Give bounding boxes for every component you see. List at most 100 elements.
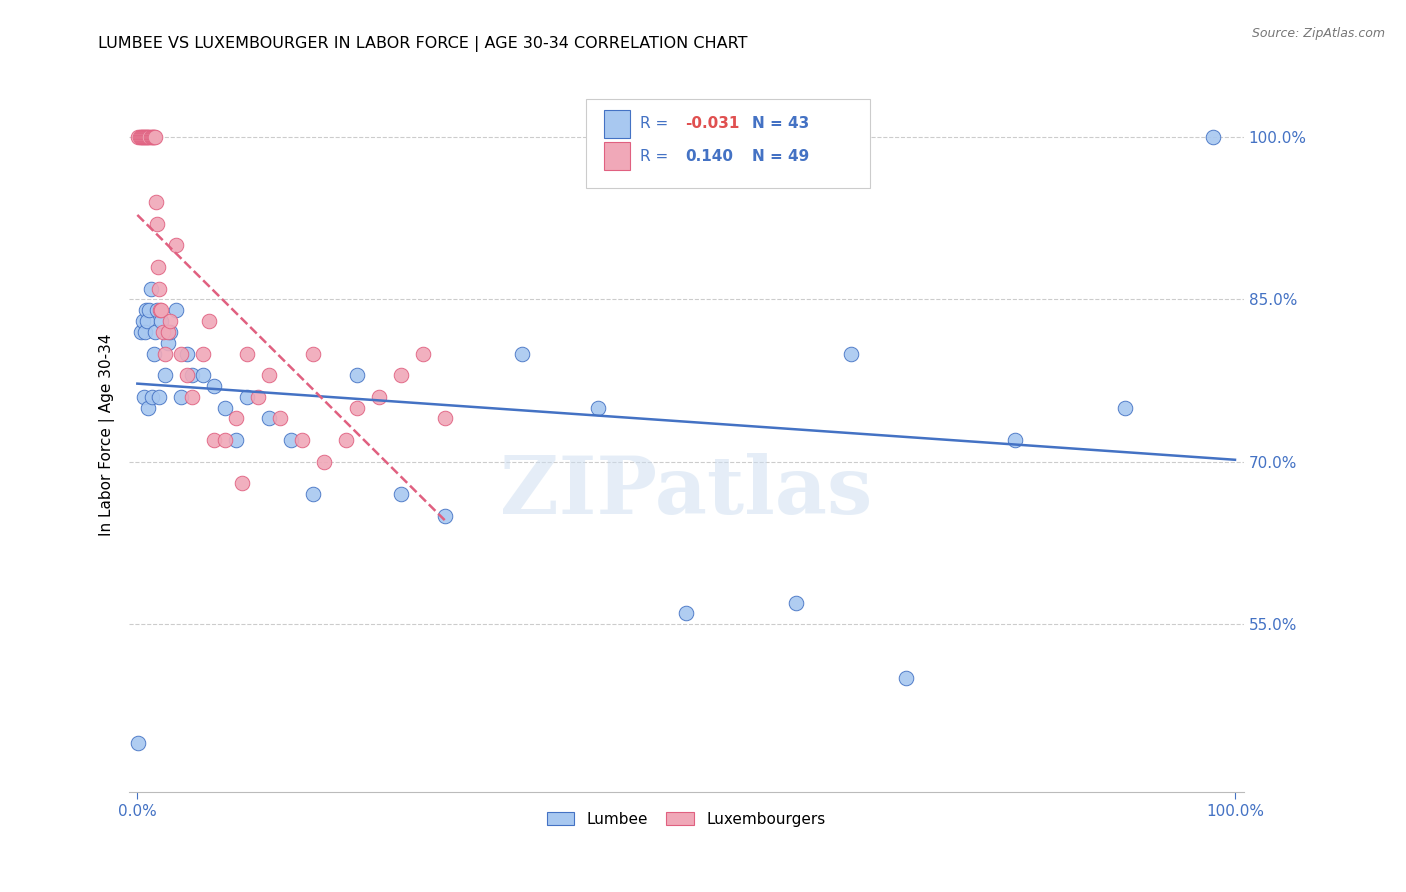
Point <box>236 346 259 360</box>
Point <box>389 487 412 501</box>
Point <box>225 433 247 447</box>
Point <box>146 217 169 231</box>
Point <box>302 346 325 360</box>
Point <box>236 390 259 404</box>
Point <box>134 325 156 339</box>
Text: R =: R = <box>641 116 673 131</box>
Point <box>312 455 335 469</box>
Point <box>159 325 181 339</box>
Text: N = 43: N = 43 <box>752 116 810 131</box>
Point <box>214 401 236 415</box>
Text: Source: ZipAtlas.com: Source: ZipAtlas.com <box>1251 27 1385 40</box>
Point <box>132 130 155 145</box>
Point <box>193 368 215 383</box>
Point <box>143 130 166 145</box>
Point <box>142 130 165 145</box>
Point <box>127 130 149 145</box>
Point <box>197 314 219 328</box>
Point <box>193 346 215 360</box>
Point <box>176 368 198 383</box>
Point <box>135 130 157 145</box>
Y-axis label: In Labor Force | Age 30-34: In Labor Force | Age 30-34 <box>100 334 115 536</box>
Point <box>839 346 862 360</box>
Point <box>127 736 149 750</box>
Point <box>367 390 389 404</box>
Point <box>142 130 165 145</box>
Point <box>225 411 247 425</box>
Point <box>335 433 357 447</box>
Point <box>346 401 368 415</box>
Point <box>148 390 170 404</box>
Point <box>148 260 170 274</box>
Text: N = 49: N = 49 <box>752 149 810 163</box>
Point <box>153 346 176 360</box>
Point <box>132 314 155 328</box>
Point <box>894 671 917 685</box>
Text: 0.140: 0.140 <box>685 149 733 163</box>
Point <box>129 325 152 339</box>
Point <box>134 130 156 145</box>
Point <box>181 390 204 404</box>
Point <box>214 433 236 447</box>
Point <box>128 130 150 145</box>
Point <box>291 433 314 447</box>
Point <box>146 303 169 318</box>
Text: LUMBEE VS LUXEMBOURGER IN LABOR FORCE | AGE 30-34 CORRELATION CHART: LUMBEE VS LUXEMBOURGER IN LABOR FORCE | … <box>98 36 748 52</box>
Point <box>257 368 280 383</box>
Point <box>150 314 173 328</box>
Point <box>269 411 291 425</box>
Point <box>148 281 170 295</box>
FancyBboxPatch shape <box>586 99 870 188</box>
Point <box>165 238 187 252</box>
Point <box>141 390 163 404</box>
Point <box>675 607 697 621</box>
Legend: Lumbee, Luxembourgers: Lumbee, Luxembourgers <box>540 804 834 834</box>
Point <box>152 325 174 339</box>
Point <box>136 401 159 415</box>
Point <box>231 476 253 491</box>
Text: ZIPatlas: ZIPatlas <box>501 453 872 531</box>
Point <box>135 303 157 318</box>
Point <box>139 281 162 295</box>
Point <box>141 130 163 145</box>
Point <box>157 335 180 350</box>
Point <box>280 433 302 447</box>
Point <box>143 325 166 339</box>
Point <box>136 314 159 328</box>
Point <box>202 379 225 393</box>
Point <box>412 346 434 360</box>
Point <box>136 130 159 145</box>
Point <box>433 411 456 425</box>
Point <box>132 390 155 404</box>
Point <box>136 130 159 145</box>
Point <box>389 368 412 383</box>
Point <box>170 390 193 404</box>
Point <box>138 130 160 145</box>
Point <box>145 194 167 209</box>
Point <box>138 303 160 318</box>
Point <box>150 303 173 318</box>
Point <box>139 130 162 145</box>
Point <box>247 390 270 404</box>
Point <box>157 325 180 339</box>
Point <box>302 487 325 501</box>
Point <box>257 411 280 425</box>
FancyBboxPatch shape <box>603 110 630 138</box>
Point <box>149 303 172 318</box>
Point <box>433 508 456 523</box>
Point <box>153 368 176 383</box>
Point <box>1114 401 1136 415</box>
Point <box>165 303 187 318</box>
Text: R =: R = <box>641 149 673 163</box>
Point <box>202 433 225 447</box>
Point <box>159 314 181 328</box>
Point <box>142 346 165 360</box>
Point <box>170 346 193 360</box>
Point <box>1004 433 1026 447</box>
Point <box>181 368 204 383</box>
Point <box>1202 130 1225 145</box>
Point <box>346 368 368 383</box>
Text: -0.031: -0.031 <box>685 116 740 131</box>
Point <box>785 595 807 609</box>
Point <box>132 130 155 145</box>
